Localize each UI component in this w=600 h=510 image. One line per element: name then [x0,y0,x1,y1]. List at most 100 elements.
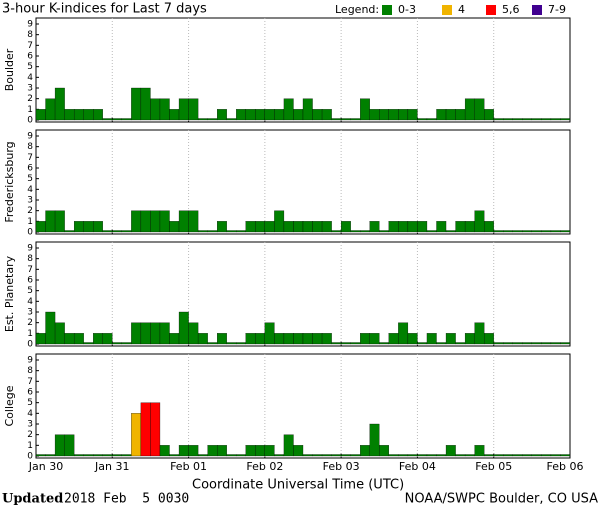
y-tick-label: 2 [27,206,33,216]
bar [417,454,428,457]
bar [369,423,380,457]
bar [283,98,294,121]
bar [407,454,418,457]
bar [436,109,447,121]
bar [369,333,380,345]
bar [35,333,46,345]
bar [455,454,466,457]
bar [83,342,94,345]
bar [379,230,389,233]
bar [407,333,418,345]
y-tick-label: 1 [27,329,33,339]
chart-title: 3-hour K-indices for Last 7 days [2,2,207,17]
x-tick-label: Feb 06 [547,460,584,473]
bar [560,118,571,121]
bar [312,109,323,121]
bar [474,445,485,457]
y-tick-label: 4 [27,409,33,419]
y-tick-label: 7 [27,153,33,163]
bar [417,118,428,121]
bar [64,230,75,233]
panel-frame [35,353,571,459]
bar [484,333,494,345]
y-tick-label: 8 [27,254,33,264]
updated-label: Updated [2,492,63,507]
bar [398,454,409,457]
bar [217,333,227,345]
bar [102,118,113,121]
bar [54,87,65,121]
bar [35,109,46,121]
y-tick-label: 6 [27,388,33,398]
bar [522,454,533,457]
bar [388,454,399,457]
legend-title: Legend: [335,3,379,16]
bar [178,98,189,121]
bar [398,322,409,345]
bar [426,454,437,457]
bar [207,342,218,345]
bar [197,230,208,233]
bar [112,118,122,121]
bar [131,87,142,121]
bar [178,311,189,345]
y-tick-label: 1 [27,105,33,115]
bar [503,342,513,345]
bar [340,118,351,121]
bar [541,342,552,345]
y-tick-label: 2 [27,94,33,104]
bar [264,221,275,233]
bar [207,445,218,457]
bar [331,230,342,233]
bar [512,342,523,345]
source: NOAA/SWPC Boulder, CO USA [405,492,598,507]
bar [493,118,504,121]
bar [255,109,266,121]
bar [255,333,266,345]
bar [503,454,513,457]
bar [350,230,361,233]
bar [150,210,161,233]
bar [398,221,409,233]
bar [102,454,113,457]
bar [321,221,332,233]
bar [73,333,84,345]
y-tick-label: 9 [27,132,33,142]
bar [64,109,75,121]
bar [274,454,285,457]
bar [83,221,94,233]
bar [112,342,122,345]
y-tick-label: 4 [27,297,33,307]
bar [236,109,246,121]
y-tick-label: 2 [27,430,33,440]
bar [426,333,437,345]
bar [73,454,84,457]
bar [503,230,513,233]
bar [255,445,266,457]
bar [150,98,161,121]
bar [131,413,142,457]
bar [398,109,409,121]
bar [188,445,199,457]
y-tick-label: 9 [27,20,33,30]
bar [245,333,256,345]
bar [188,210,199,233]
bar [274,210,285,233]
panel-frame [35,17,571,123]
bar [140,322,151,345]
bar [455,109,466,121]
bar [379,445,389,457]
bar [407,109,418,121]
bar [45,210,56,233]
bar [464,221,475,233]
y-tick-label: 3 [27,308,33,318]
bar [522,230,533,233]
bar [417,342,428,345]
bar [93,109,103,121]
y-tick-label: 7 [27,41,33,51]
y-tick-label: 9 [27,356,33,366]
bar [312,221,323,233]
bar [150,402,161,457]
bar [64,333,75,345]
